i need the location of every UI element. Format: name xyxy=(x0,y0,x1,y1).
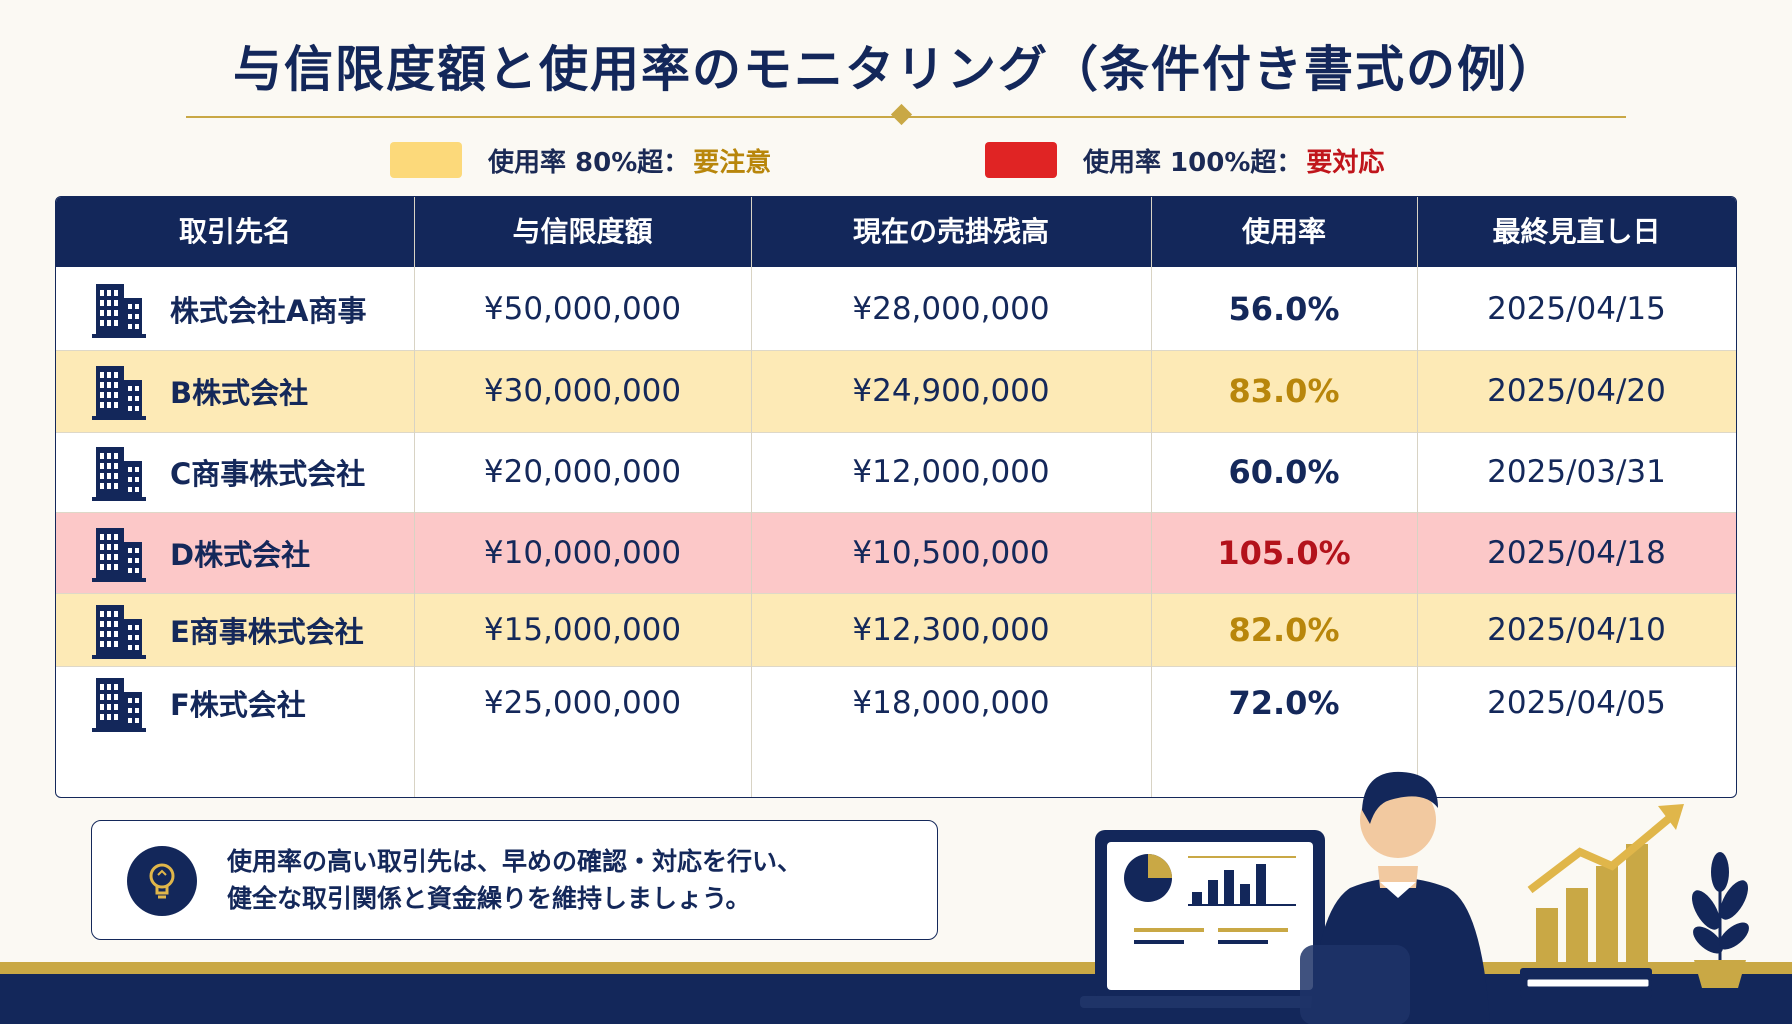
receivable-balance: ¥18,000,000 xyxy=(852,684,1050,721)
footer-band xyxy=(0,974,1792,1024)
laptop-base xyxy=(1080,996,1370,1008)
last-review-date: 2025/04/10 xyxy=(1487,611,1666,648)
usage-rate: 105.0% xyxy=(1217,533,1351,572)
legend-action: 使用率 100%超： 要対応 xyxy=(985,140,1384,180)
credit-limit: ¥30,000,000 xyxy=(483,373,682,409)
company-name: E商事株式会社 xyxy=(170,614,364,649)
legend-caution-swatch xyxy=(390,142,462,178)
legend-action-swatch xyxy=(985,142,1057,178)
building-icon xyxy=(90,280,148,338)
column-divider xyxy=(414,197,415,797)
last-review-date: 2025/04/05 xyxy=(1487,684,1666,721)
page-title: 与信限度額と使用率のモニタリング（条件付き書式の例） xyxy=(232,41,1559,98)
growth-arrow-icon xyxy=(1527,812,1675,894)
table-row: D株式会社 ¥10,000,000 ¥10,500,000 105.0% 2025/04… xyxy=(56,512,1736,593)
credit-limit: ¥10,000,000 xyxy=(483,534,682,571)
usage-rate: 60.0% xyxy=(1228,453,1340,491)
credit-limit: ¥15,000,000 xyxy=(483,611,682,648)
lightbulb-icon xyxy=(127,846,197,916)
receivable-balance: ¥12,300,000 xyxy=(852,611,1050,648)
header-balance: 現在の売掛残高 xyxy=(852,215,1049,248)
usage-rate: 83.0% xyxy=(1228,372,1340,410)
credit-limit: ¥20,000,000 xyxy=(483,454,682,490)
usage-rate: 56.0% xyxy=(1228,289,1340,328)
legend-caution: 使用率 80%超： 要注意 xyxy=(390,140,771,180)
last-review-date: 2025/04/20 xyxy=(1487,373,1666,409)
credit-limit: ¥25,000,000 xyxy=(483,684,682,721)
column-divider xyxy=(751,197,752,797)
table-row: 株式会社A商事 ¥50,000,000 ¥28,000,000 56.0% 2025/0… xyxy=(56,267,1736,350)
table-row: E商事株式会社 ¥15,000,000 ¥12,300,000 82.0% 2025/0… xyxy=(56,593,1736,666)
receivable-balance: ¥24,900,000 xyxy=(852,373,1050,409)
column-divider xyxy=(1151,197,1152,797)
table-header: 取引先名 与信限度額 現在の売掛残高 使用率 最終見直し日 xyxy=(56,197,1736,267)
usage-rate: 82.0% xyxy=(1228,610,1340,649)
company-name: D株式会社 xyxy=(170,537,311,572)
header-limit: 与信限度額 xyxy=(512,215,653,248)
building-icon xyxy=(90,443,148,501)
person-hair xyxy=(1362,771,1438,824)
header-company: 取引先名 xyxy=(178,215,291,248)
table-row: F株式会社 ¥25,000,000 ¥18,000,000 72.0% 2025/04/… xyxy=(56,666,1736,739)
last-review-date: 2025/04/15 xyxy=(1487,290,1666,327)
company-name: 株式会社A商事 xyxy=(170,293,367,328)
divider-diamond xyxy=(890,103,913,126)
building-icon xyxy=(90,601,148,659)
tip-line-1: 使用率の高い取引先は、早めの確認・対応を行い、 xyxy=(227,847,803,876)
analyst-illustration xyxy=(1080,771,1749,1024)
tip-text: 使用率の高い取引先は、早めの確認・対応を行い、 健全な取引関係と資金繰りを維持し… xyxy=(227,843,802,917)
tip-line-2: 健全な取引関係と資金繰りを維持しましょう。 xyxy=(227,884,751,913)
plant-pot-icon xyxy=(1694,960,1746,988)
credit-table: 取引先名 与信限度額 現在の売掛残高 使用率 最終見直し日 株式会社A商事 ¥50… xyxy=(55,196,1737,798)
last-review-date: 2025/04/18 xyxy=(1487,534,1666,571)
row-divider xyxy=(56,432,1736,433)
row-divider xyxy=(56,350,1736,351)
company-name: C商事株式会社 xyxy=(170,457,366,491)
legend-caution-action: 要注意 xyxy=(693,147,772,178)
header-date: 最終見直し日 xyxy=(1492,215,1661,248)
table-row: C商事株式会社 ¥20,000,000 ¥12,000,000 60.0% 2025/0… xyxy=(56,432,1736,512)
building-icon xyxy=(90,362,148,420)
legend-action-action: 要対応 xyxy=(1306,147,1385,178)
legend-caution-condition: 使用率 80%超： xyxy=(488,147,690,178)
table-row: B株式会社 ¥30,000,000 ¥24,900,000 83.0% 2025/04/… xyxy=(56,350,1736,432)
receivable-balance: ¥10,500,000 xyxy=(852,534,1050,571)
building-icon xyxy=(90,524,148,582)
row-divider xyxy=(56,666,1736,667)
company-name: B株式会社 xyxy=(170,376,309,410)
growth-bar xyxy=(1536,908,1558,968)
last-review-date: 2025/03/31 xyxy=(1487,454,1666,490)
company-name: F株式会社 xyxy=(170,687,306,722)
receivable-balance: ¥28,000,000 xyxy=(852,290,1050,327)
row-divider xyxy=(56,593,1736,594)
receivable-balance: ¥12,000,000 xyxy=(852,454,1050,490)
legend-action-condition: 使用率 100%超： xyxy=(1083,147,1303,178)
building-icon xyxy=(90,674,148,732)
usage-rate: 72.0% xyxy=(1228,683,1340,722)
chair xyxy=(1300,945,1410,1024)
header-rate: 使用率 xyxy=(1241,215,1326,248)
tip-box: 使用率の高い取引先は、早めの確認・対応を行い、 健全な取引関係と資金繰りを維持し… xyxy=(91,820,938,940)
column-divider xyxy=(1417,197,1418,797)
row-divider xyxy=(56,512,1736,513)
credit-limit: ¥50,000,000 xyxy=(483,290,682,327)
